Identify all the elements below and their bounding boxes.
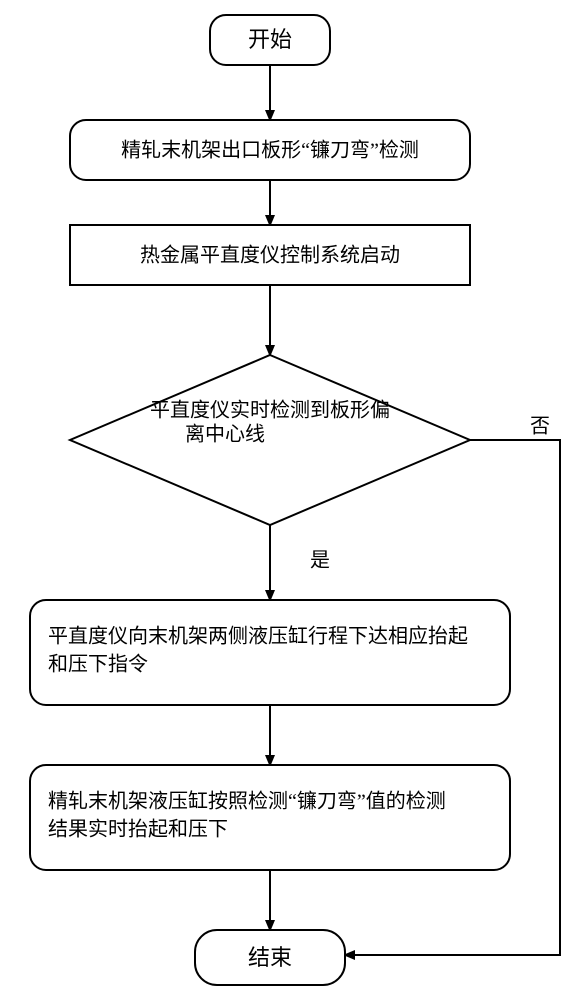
execute-label: 精轧末机架液压缸按照检测“镰刀弯”值的检测 [48, 790, 446, 813]
decision-diamond [70, 355, 470, 525]
start-label: 开始 [248, 27, 292, 52]
execute-box [30, 765, 510, 870]
end-label: 结束 [248, 945, 292, 970]
flowchart: 开始精轧末机架出口板形“镰刀弯”检测热金属平直度仪控制系统启动平直度仪实时检测到… [0, 0, 586, 1000]
decision-label: 平直度仪实时检测到板形偏 [150, 399, 390, 422]
startup-label: 热金属平直度仪控制系统启动 [140, 244, 400, 267]
command-box [30, 600, 510, 705]
execute-label: 结果实时抬起和压下 [48, 818, 228, 841]
command-label: 平直度仪向末机架两侧液压缸行程下达相应抬起 [48, 625, 468, 648]
decision-branch-yes: 是 [310, 550, 330, 572]
decision-label: 离中心线 [185, 423, 265, 446]
decision-branch-no: 否 [530, 416, 550, 438]
command-label: 和压下指令 [48, 653, 148, 676]
detect-label: 精轧末机架出口板形“镰刀弯”检测 [121, 139, 419, 162]
